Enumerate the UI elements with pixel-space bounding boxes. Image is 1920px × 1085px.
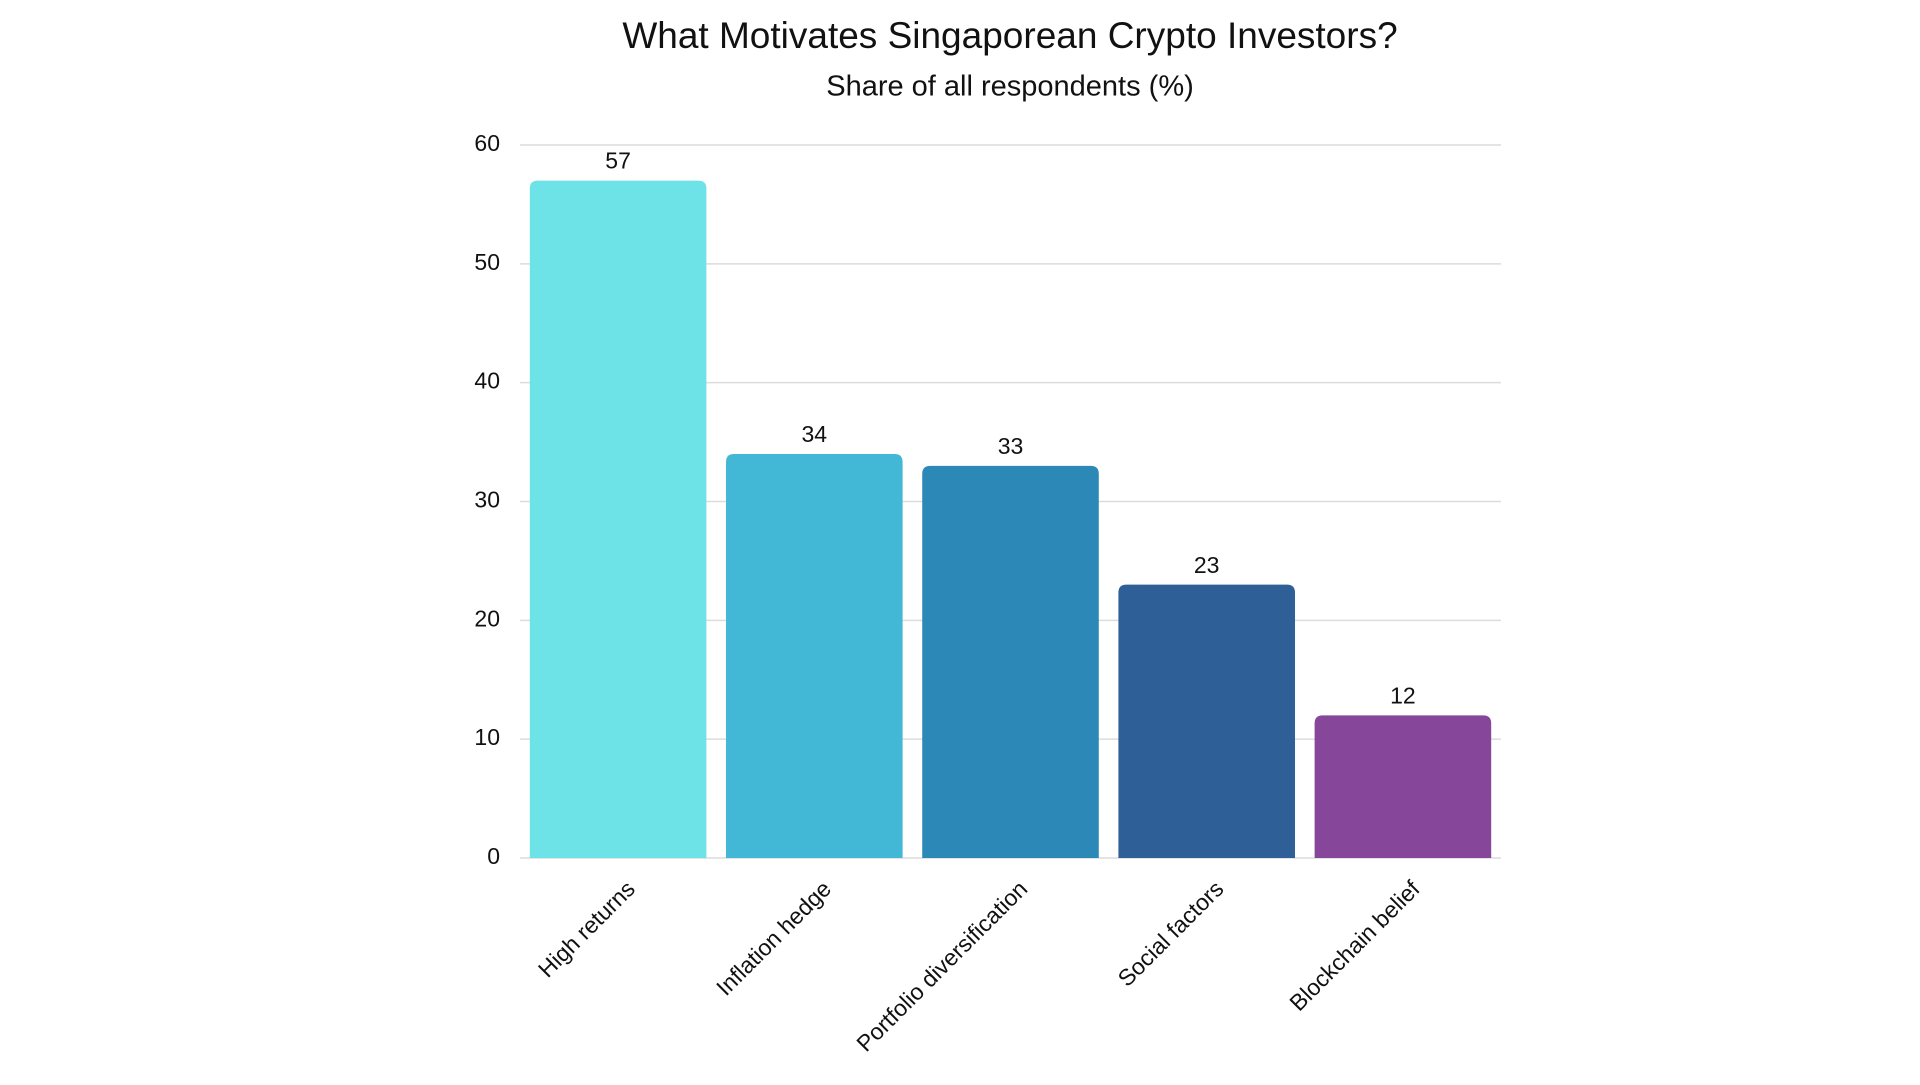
data-label: 33 [998,433,1024,459]
data-label: 23 [1194,552,1220,578]
y-tick-label: 60 [474,130,500,156]
y-tick-label: 10 [474,724,500,750]
x-tick-label: Social factors [1113,875,1229,991]
bar [726,453,903,858]
x-tick-label: Inflation hedge [711,875,836,1000]
data-label: 57 [605,148,631,174]
y-tick-label: 30 [474,487,500,513]
bar [1118,584,1295,858]
data-label: 34 [802,421,828,447]
y-tick-label: 40 [474,368,500,394]
y-tick-label: 20 [474,605,500,631]
data-label: 12 [1390,682,1416,708]
chart-title: What Motivates Singaporean Crypto Invest… [622,15,1397,56]
y-tick-label: 0 [487,843,500,869]
y-tick-label: 50 [474,249,500,275]
x-tick-label: Blockchain belief [1284,875,1425,1016]
x-tick-label: Portfolio diversification [851,875,1032,1056]
chart-subtitle: Share of all respondents (%) [826,71,1194,103]
bar [1314,715,1492,858]
x-tick-label: High returns [533,875,640,982]
bar [529,180,707,858]
bar [922,465,1099,858]
